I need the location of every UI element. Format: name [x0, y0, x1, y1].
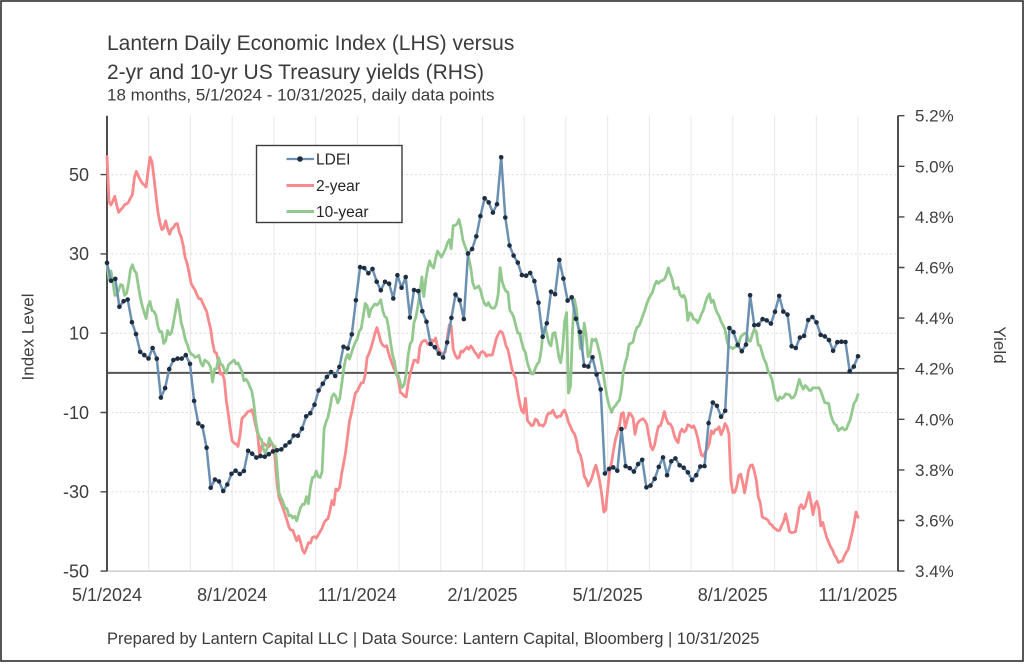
- svg-text:3.8%: 3.8%: [915, 461, 954, 480]
- svg-text:-30: -30: [63, 482, 89, 502]
- svg-text:Index Level: Index Level: [19, 294, 38, 381]
- svg-text:5.2%: 5.2%: [915, 107, 954, 126]
- svg-text:5/1/2025: 5/1/2025: [573, 585, 643, 605]
- svg-text:4.2%: 4.2%: [915, 360, 954, 379]
- svg-text:Yield: Yield: [990, 326, 1009, 363]
- svg-text:8/1/2025: 8/1/2025: [698, 585, 768, 605]
- svg-text:10: 10: [69, 324, 89, 344]
- svg-text:5.0%: 5.0%: [915, 157, 954, 176]
- svg-text:8/1/2024: 8/1/2024: [197, 585, 267, 605]
- svg-text:50: 50: [69, 165, 89, 185]
- svg-text:4.4%: 4.4%: [915, 309, 954, 328]
- svg-text:Lantern Daily Economic Index (: Lantern Daily Economic Index (LHS) versu…: [107, 32, 514, 55]
- svg-text:4.6%: 4.6%: [915, 259, 954, 278]
- svg-text:18 months, 5/1/2024 - 10/31/20: 18 months, 5/1/2024 - 10/31/2025, daily …: [107, 86, 495, 105]
- svg-text:2-yr and 10-yr US Treasury yie: 2-yr and 10-yr US Treasury yields (RHS): [107, 61, 484, 84]
- svg-text:11/1/2025: 11/1/2025: [819, 585, 898, 605]
- svg-text:10-year: 10-year: [316, 204, 369, 221]
- svg-text:Prepared by Lantern Capital LL: Prepared by Lantern Capital LLC | Data S…: [107, 630, 759, 648]
- svg-text:4.8%: 4.8%: [915, 208, 954, 227]
- svg-text:11/1/2024: 11/1/2024: [318, 585, 397, 605]
- svg-text:-50: -50: [63, 561, 89, 581]
- svg-text:LDEI: LDEI: [316, 152, 350, 169]
- svg-text:3.4%: 3.4%: [915, 562, 954, 581]
- svg-text:30: 30: [69, 244, 89, 264]
- svg-text:5/1/2024: 5/1/2024: [72, 585, 142, 605]
- svg-text:2-year: 2-year: [316, 178, 360, 195]
- svg-text:-10: -10: [63, 403, 89, 423]
- svg-text:4.0%: 4.0%: [915, 410, 954, 429]
- svg-text:3.6%: 3.6%: [915, 512, 954, 531]
- svg-text:2/1/2025: 2/1/2025: [447, 585, 517, 605]
